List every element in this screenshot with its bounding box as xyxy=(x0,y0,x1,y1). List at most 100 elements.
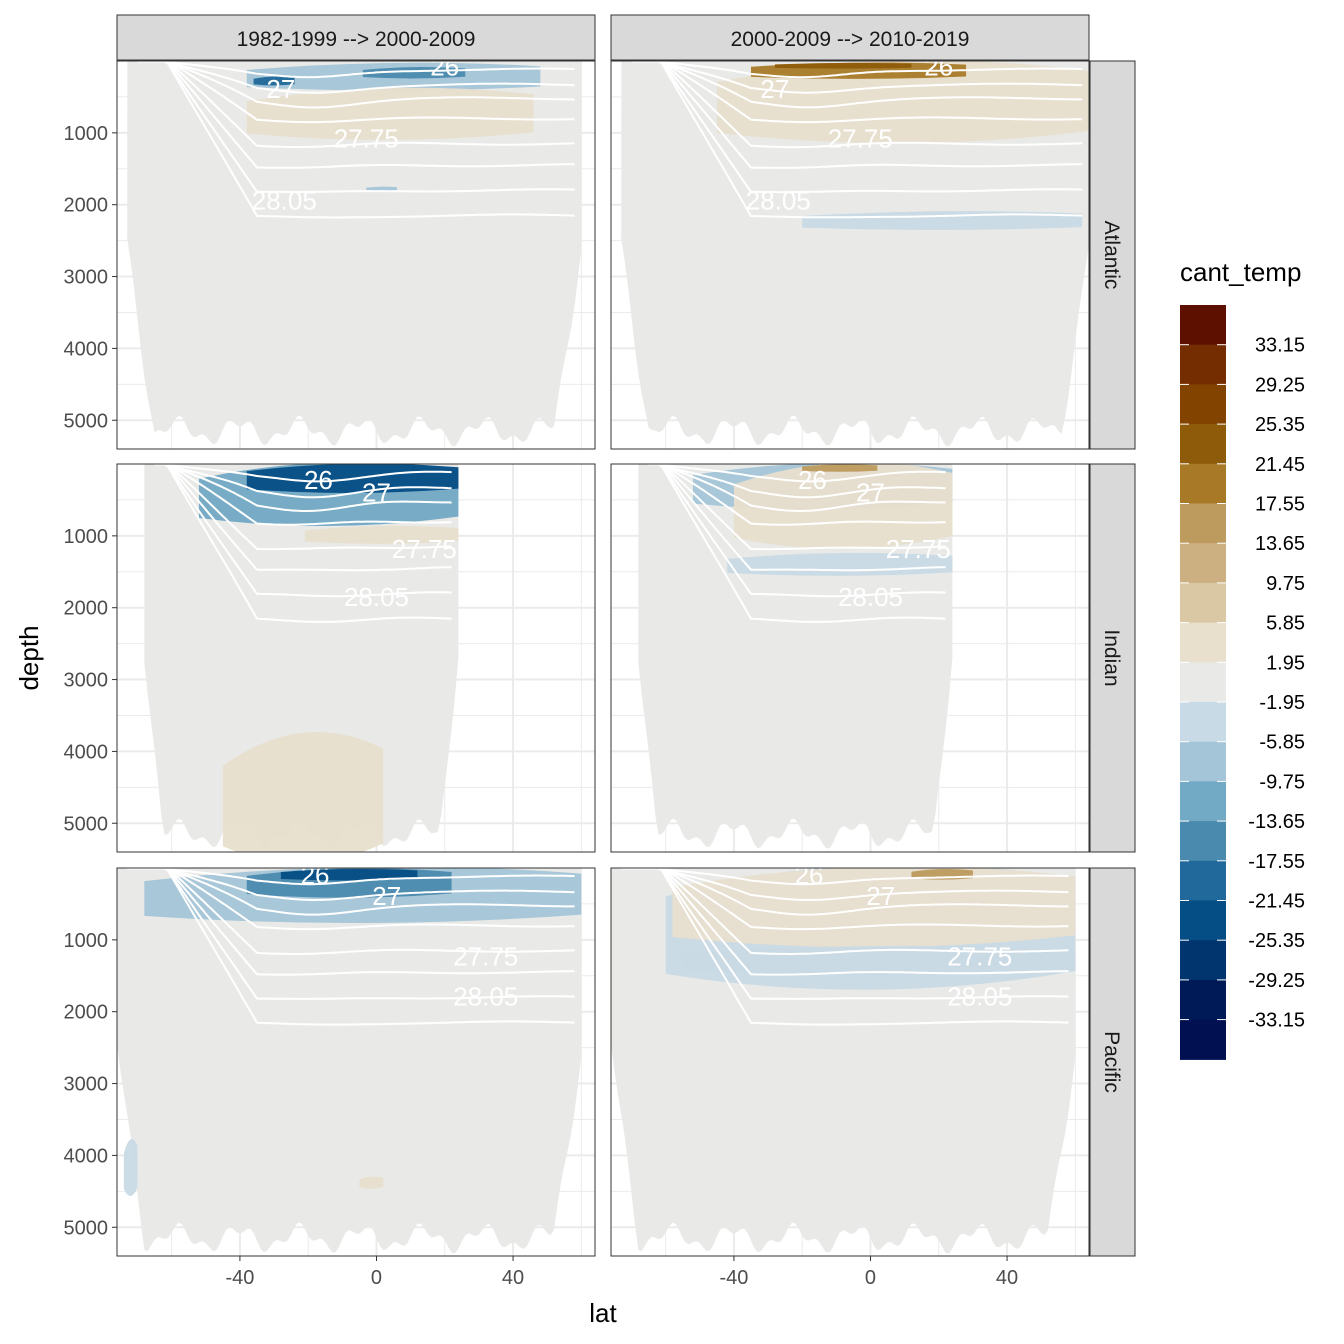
x-tick-label: 40 xyxy=(996,1267,1018,1289)
anomaly-region xyxy=(123,1138,138,1197)
ocean-section xyxy=(621,61,1089,447)
panel-atlantic-1: 26 27 27.75 28.05 xyxy=(116,52,596,450)
contour-label: 27 xyxy=(760,74,789,104)
isopycnal-line xyxy=(154,464,452,499)
contour-label: 26 xyxy=(798,465,827,495)
isopycnal-line xyxy=(127,868,575,976)
column-strip-2-label: 2000-2009 --> 2010-2019 xyxy=(731,28,970,51)
x-tick-label: 40 xyxy=(502,1267,524,1289)
isopycnals xyxy=(648,464,946,623)
isopycnals xyxy=(631,61,1083,219)
isopycnals xyxy=(621,868,1069,1026)
isopycnals xyxy=(154,464,452,623)
panel-pacific-2: 26 27 27.75 28.05 xyxy=(610,860,1090,1257)
legend-swatch xyxy=(1180,622,1226,663)
contour-label: 28.05 xyxy=(746,185,811,215)
y-tick-label: 2000 xyxy=(64,195,109,217)
legend-swatch xyxy=(1180,781,1226,822)
isopycnal-line xyxy=(631,61,1083,94)
y-tick-label: 5000 xyxy=(64,410,109,432)
isopycnals xyxy=(127,868,575,1026)
isopycnal-line xyxy=(648,464,946,623)
isopycnal-line xyxy=(137,61,575,79)
panel-border xyxy=(116,867,596,1257)
legend-label: 9.75 xyxy=(1266,573,1305,595)
contour-label: 26 xyxy=(795,860,824,890)
y-tick-label: 1000 xyxy=(64,930,109,952)
y-tick-label: 3000 xyxy=(64,1074,109,1096)
contour-label: 26 xyxy=(430,52,459,82)
isopycnal-line xyxy=(631,61,1083,169)
panel-border xyxy=(116,60,596,450)
isopycnal-line xyxy=(127,868,575,955)
isopycnal-line xyxy=(648,464,946,512)
contour-label: 26 xyxy=(924,52,953,82)
isopycnal-line xyxy=(137,61,575,124)
isopycnal-line xyxy=(154,464,452,512)
anomaly-region xyxy=(280,868,418,881)
legend-label: 17.55 xyxy=(1255,494,1305,516)
isopycnal-line xyxy=(154,464,452,598)
anomaly-region xyxy=(774,62,912,69)
isopycnal-line xyxy=(631,61,1083,79)
legend-label: -33.15 xyxy=(1248,1010,1305,1032)
row-strip-pacific: Pacific xyxy=(1089,867,1136,1257)
isopycnal-line xyxy=(648,464,946,483)
column-strip-1: 1982-1999 --> 2000-2009 xyxy=(116,14,596,61)
panel-border xyxy=(610,867,1090,1257)
row-strip-atlantic: Atlantic xyxy=(1089,60,1136,450)
legend-swatch xyxy=(1180,900,1226,941)
contour-label: 28.05 xyxy=(947,982,1012,1012)
y-tick-label: 1000 xyxy=(64,526,109,548)
legend-swatch xyxy=(1180,305,1226,346)
legend-label: -1.95 xyxy=(1259,692,1305,714)
isopycnal-line xyxy=(154,464,452,551)
contour-label: 27 xyxy=(372,881,401,911)
contour-label: 26 xyxy=(301,860,330,890)
y-tick-label: 1000 xyxy=(64,123,109,145)
x-tick-label: -40 xyxy=(225,1267,254,1289)
legend-label: 25.35 xyxy=(1255,414,1305,436)
column-strip-2: 2000-2009 --> 2010-2019 xyxy=(610,14,1090,61)
x-tick-label: 0 xyxy=(371,1267,382,1289)
contour-label: 27.75 xyxy=(334,124,399,154)
legend-label: 5.85 xyxy=(1266,613,1305,635)
isopycnal-line xyxy=(648,464,946,526)
legend-swatch xyxy=(1180,424,1226,465)
contour-label: 27.75 xyxy=(453,941,518,971)
anomaly-region xyxy=(222,731,384,852)
row-strip-atlantic-label: Atlantic xyxy=(1100,221,1123,290)
anomaly-region xyxy=(802,464,878,472)
y-tick-label: 3000 xyxy=(64,670,109,692)
isopycnal-line xyxy=(648,464,946,572)
row-strip-indian-label: Indian xyxy=(1100,629,1123,686)
legend-swatch xyxy=(1180,503,1226,544)
isopycnal-line xyxy=(621,868,1069,1026)
legend-label: -5.85 xyxy=(1259,732,1305,754)
legend-label: -9.75 xyxy=(1259,771,1305,793)
legend-swatch xyxy=(1180,582,1226,624)
y-tick-label: 4000 xyxy=(64,338,109,360)
panel-atlantic-2: 26 27 27.75 28.05 xyxy=(610,52,1090,450)
legend-label: -21.45 xyxy=(1248,891,1305,913)
panel-border xyxy=(610,60,1090,450)
isopycnal-line xyxy=(127,868,575,1000)
isopycnal-line xyxy=(648,464,946,598)
panel-pacific-1: 26 27 27.75 28.05 xyxy=(116,860,596,1257)
legend-swatch xyxy=(1180,940,1226,981)
legend-label: 29.25 xyxy=(1255,374,1305,396)
contour-label: 26 xyxy=(304,465,333,495)
legend-swatch xyxy=(1180,384,1226,425)
isopycnal-line xyxy=(631,61,1083,219)
isopycnal-line xyxy=(127,868,575,916)
isopycnal-line xyxy=(648,464,946,551)
legend-label: -29.25 xyxy=(1248,970,1305,992)
ocean-section xyxy=(127,61,582,447)
isopycnal-line xyxy=(137,61,575,219)
